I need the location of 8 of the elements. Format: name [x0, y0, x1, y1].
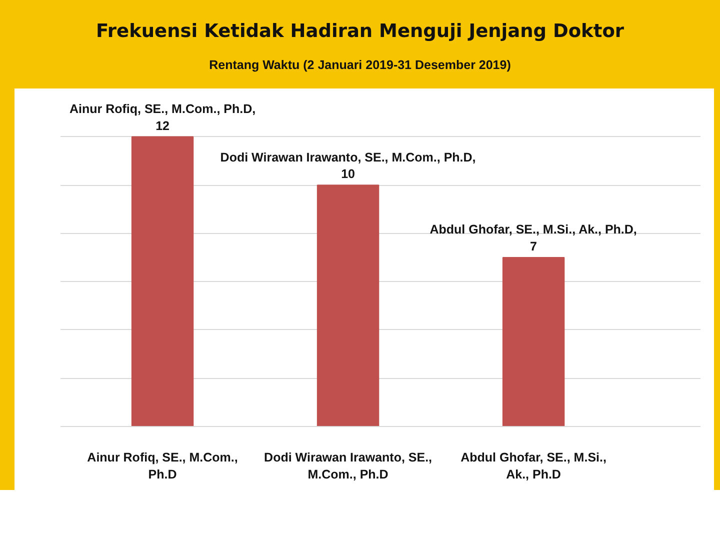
chart-title: Frekuensi Ketidak Hadiran Menguji Jenjang Doktor — [94, 20, 626, 44]
chart-subtitle: Rentang Waktu (2 Januari 2019-31 Desember 2019) — [208, 57, 512, 74]
data-label: Abdul Ghofar, SE., M.Si., Ak., Ph.D, 7 — [430, 222, 637, 254]
data-label: Ainur Rofiq, SE., M.Com., Ph.D, 12 — [69, 102, 256, 133]
x-tick-label: Dodi Wirawan Irawanto, SE., M.Com., Ph.D — [264, 450, 432, 482]
data-label: Dodi Wirawan Irawanto, SE., M.Com., Ph.D, 10 — [220, 150, 476, 182]
x-tick-label: Ainur Rofiq, SE., M.Com., Ph.D — [87, 450, 238, 482]
x-tick-label: Abdul Ghofar, SE., M.Si., Ak., Ph.D — [460, 450, 606, 482]
